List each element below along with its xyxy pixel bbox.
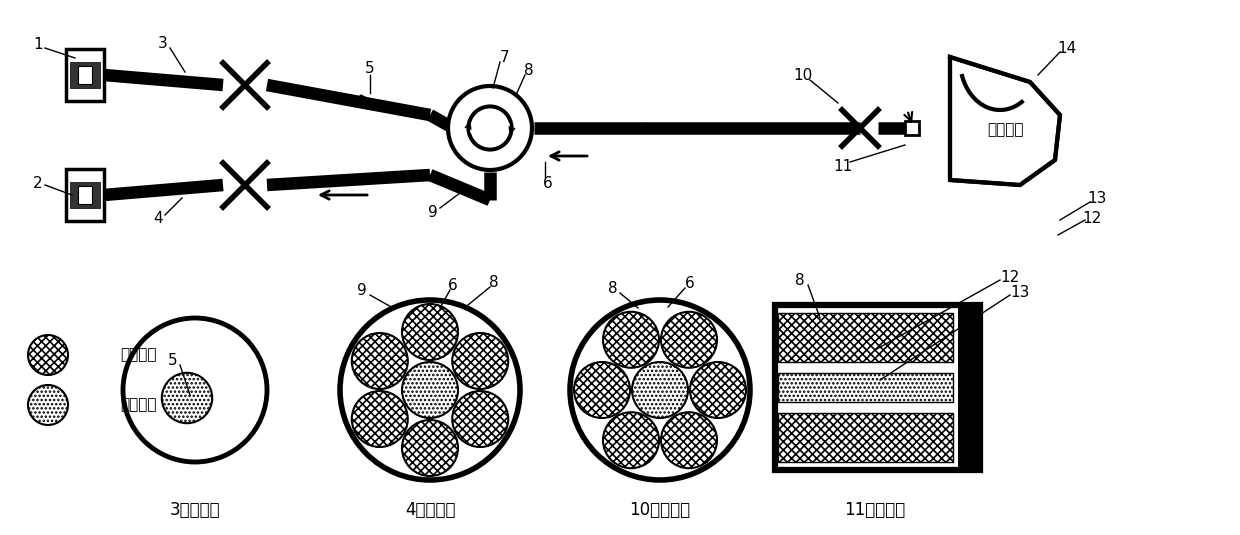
Text: 1: 1 [33, 36, 43, 51]
Circle shape [453, 391, 508, 447]
Text: 多模光纤: 多模光纤 [120, 348, 156, 363]
Text: 12: 12 [1083, 210, 1101, 225]
Bar [78, 186, 92, 204]
Bar [69, 182, 100, 208]
Text: 4的剪面图: 4的剪面图 [404, 501, 455, 519]
Text: 单模光纤: 单模光纤 [120, 398, 156, 412]
Polygon shape [950, 57, 1060, 185]
Circle shape [574, 362, 630, 418]
Text: 8: 8 [795, 272, 805, 287]
Bar [66, 169, 104, 221]
Circle shape [352, 391, 408, 447]
Circle shape [570, 300, 750, 480]
Text: 13: 13 [1011, 285, 1029, 300]
Text: 11: 11 [833, 158, 853, 173]
Text: 5: 5 [169, 353, 177, 368]
Bar [775, 305, 980, 470]
Text: 6: 6 [686, 276, 694, 291]
Text: 10的剪面图: 10的剪面图 [630, 501, 691, 519]
Text: 2: 2 [33, 175, 43, 190]
Text: 4: 4 [154, 210, 162, 225]
Text: 10: 10 [794, 67, 812, 82]
Circle shape [123, 318, 267, 462]
Text: 14: 14 [1058, 41, 1076, 56]
Circle shape [453, 333, 508, 389]
Circle shape [661, 412, 717, 468]
Text: 12: 12 [1001, 270, 1019, 285]
Bar [959, 305, 983, 470]
Circle shape [340, 300, 520, 480]
Text: 7: 7 [500, 50, 510, 65]
Text: 8: 8 [525, 63, 533, 78]
Circle shape [661, 312, 717, 368]
Text: 6: 6 [543, 175, 553, 190]
Text: 5: 5 [366, 60, 374, 75]
Circle shape [603, 312, 658, 368]
Circle shape [402, 420, 458, 476]
Circle shape [632, 362, 688, 418]
Text: 6: 6 [448, 278, 458, 293]
Text: 9: 9 [428, 204, 438, 219]
Bar [66, 49, 104, 101]
Text: 13: 13 [1087, 190, 1106, 205]
Circle shape [469, 106, 512, 150]
Text: 3: 3 [159, 35, 167, 50]
Text: 叶片端面: 叶片端面 [987, 123, 1023, 137]
Text: 9: 9 [357, 282, 367, 297]
Bar [78, 66, 92, 84]
Bar [69, 62, 100, 88]
Text: 8: 8 [490, 274, 498, 289]
Circle shape [352, 333, 408, 389]
Bar [777, 413, 954, 462]
Bar [777, 372, 954, 402]
Bar [777, 313, 954, 362]
Circle shape [29, 335, 68, 375]
Circle shape [402, 304, 458, 360]
Circle shape [402, 362, 458, 418]
Circle shape [29, 385, 68, 425]
Circle shape [603, 412, 658, 468]
Text: 11的剪面图: 11的剪面图 [844, 501, 905, 519]
Bar [905, 121, 919, 135]
Text: 8: 8 [608, 280, 618, 295]
Circle shape [448, 86, 532, 170]
Circle shape [689, 362, 746, 418]
Circle shape [161, 373, 212, 423]
Text: 3的剪面图: 3的剪面图 [170, 501, 221, 519]
